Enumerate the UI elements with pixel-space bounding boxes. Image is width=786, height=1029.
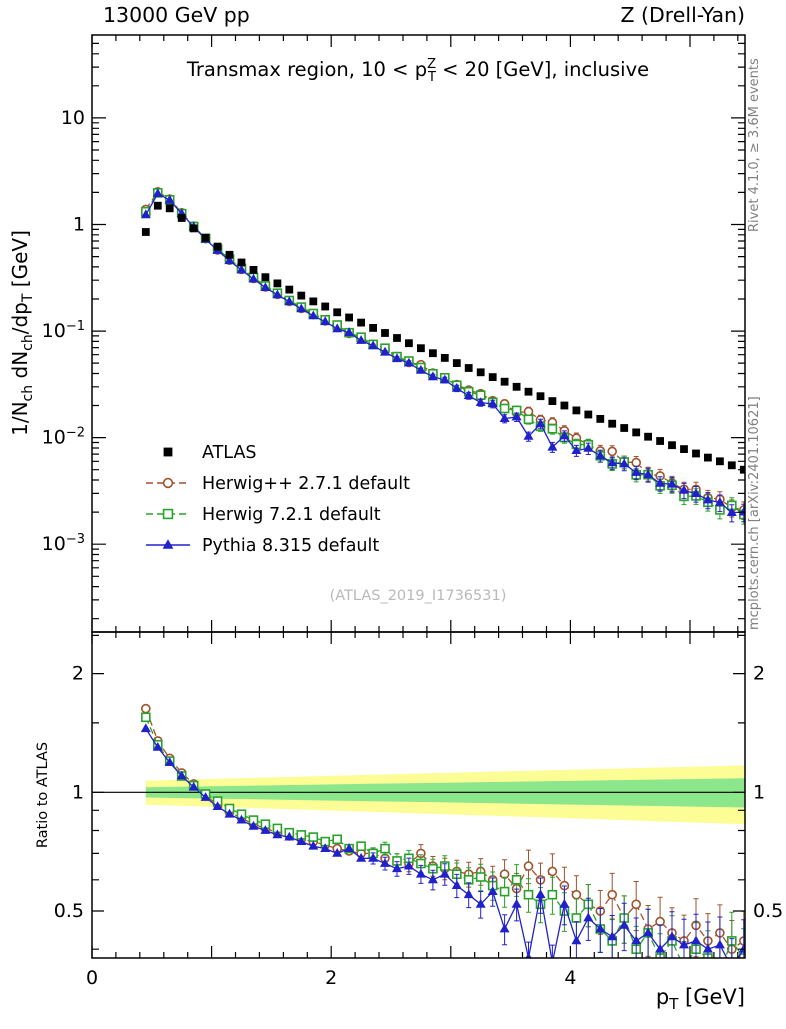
svg-text:0.5: 0.5 (54, 900, 84, 922)
svg-text:0: 0 (86, 967, 98, 989)
beam-energy-label: 13000 GeV pp (103, 3, 250, 27)
svg-text:Herwig++ 2.7.1 default: Herwig++ 2.7.1 default (202, 474, 410, 494)
rivet-version-note: Rivet 4.1.0, ≥ 3.6M events (747, 58, 762, 232)
main-y-axis-label: 1/Nch dNch/dpT [GeV] (8, 230, 36, 436)
svg-text:2: 2 (325, 967, 337, 989)
ratio-panel-series (140, 703, 745, 958)
svg-text:1: 1 (73, 214, 85, 236)
svg-text:0.5: 0.5 (753, 900, 783, 922)
panel-title: Transmax region, 10 < pZ T < 20 [GeV], in… (186, 57, 649, 85)
x-axis-label: pT [GeV] (656, 985, 745, 1013)
svg-text:10: 10 (61, 107, 85, 129)
svg-text:10−1: 10−1 (42, 319, 85, 342)
svg-text:Pythia 8.315 default: Pythia 8.315 default (202, 536, 379, 556)
svg-text:10−3: 10−3 (42, 532, 85, 555)
process-label: Z (Drell-Yan) (620, 3, 745, 27)
main-panel-series (140, 187, 745, 525)
svg-text:2: 2 (753, 663, 765, 685)
analysis-id-watermark: (ATLAS_2019_I1736531) (330, 588, 507, 604)
mcplots-arxiv-note: mcplots.cern.ch [arXiv:2401.10621] (747, 396, 762, 630)
svg-text:10−2: 10−2 (42, 426, 85, 449)
legend: ATLAS Herwig++ 2.7.1 default Herwig 7.2.1 … (146, 443, 410, 556)
svg-text:2: 2 (72, 663, 84, 685)
svg-text:ATLAS: ATLAS (202, 443, 257, 463)
svg-text:4: 4 (564, 967, 576, 989)
axes-and-ticks: 10 1 10−1 10−2 10−3 2 2 1 1 0.5 0.5 0 2 4 (42, 34, 783, 989)
svg-text:1: 1 (72, 781, 84, 803)
svg-text:Herwig 7.2.1 default: Herwig 7.2.1 default (202, 505, 381, 525)
ratio-y-axis-label: Ratio to ATLAS (35, 742, 51, 848)
uncertainty-bands (92, 765, 745, 825)
svg-text:1: 1 (753, 781, 765, 803)
